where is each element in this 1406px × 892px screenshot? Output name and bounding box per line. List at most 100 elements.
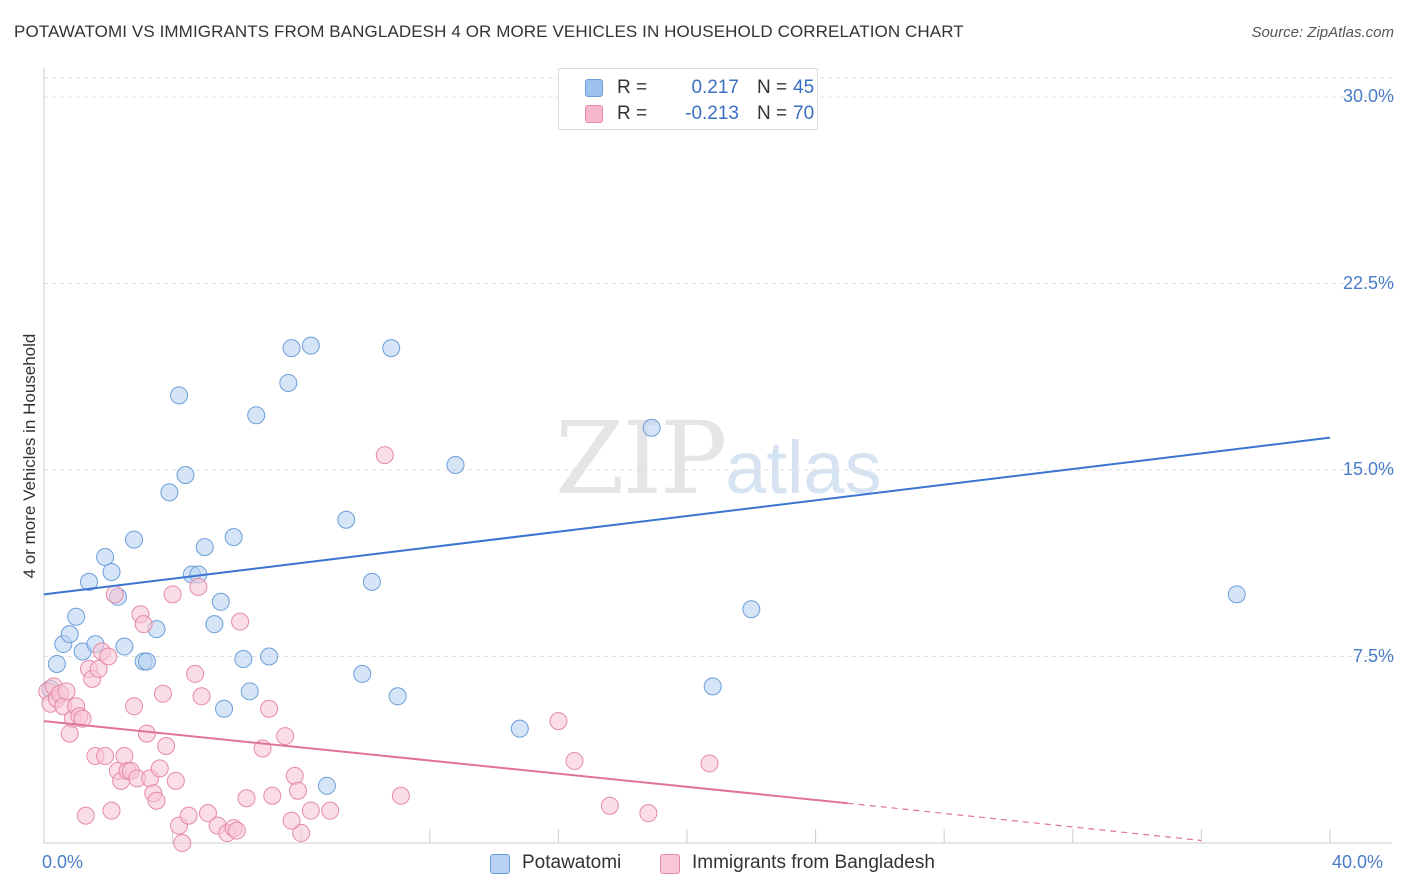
bangladesh-point [391, 786, 410, 805]
y-tick-label: 30.0% [1342, 86, 1394, 106]
potawatomi-point [510, 719, 529, 738]
potawatomi-point [353, 664, 372, 683]
bottom-legend-swatch-bangladesh [660, 854, 680, 874]
bangladesh-point [285, 766, 304, 785]
potawatomi-point [317, 776, 336, 795]
potawatomi-point [137, 652, 156, 671]
bangladesh-point [102, 801, 121, 820]
bottom-legend-label: Potawatomi [522, 852, 622, 873]
potawatomi-point [195, 538, 214, 557]
source-credit: Source: ZipAtlas.com [1251, 24, 1394, 41]
potawatomi-point [446, 456, 465, 475]
bangladesh-point [192, 687, 211, 706]
potawatomi-point [211, 592, 230, 611]
bangladesh-point [99, 647, 118, 666]
bangladesh-point [57, 682, 76, 701]
bangladesh-point [147, 791, 166, 810]
watermark-zip: ZIP [555, 400, 727, 517]
legend-n-label: N = [757, 77, 788, 98]
bangladesh-point [600, 796, 619, 815]
correlation-legend: R = 0.217 N = 45 R = -0.213 N = 70 [558, 68, 818, 130]
potawatomi-point [642, 418, 661, 437]
potawatomi-point [362, 572, 381, 591]
bangladesh-point [186, 664, 205, 683]
legend-swatch-bangladesh [585, 105, 603, 123]
potawatomi-point [260, 647, 279, 666]
potawatomi-point [80, 572, 99, 591]
bangladesh-point [125, 697, 144, 716]
potawatomi-point [1227, 585, 1246, 604]
y-tick-label: 15.0% [1342, 459, 1394, 479]
potawatomi-point [205, 615, 224, 634]
bangladesh-point [549, 712, 568, 731]
bangladesh-point [263, 786, 282, 805]
data-points [38, 336, 1246, 852]
bottom-legend-swatch-potawatomi [490, 854, 510, 874]
bangladesh-trend-line [43, 720, 848, 805]
bangladesh-point [227, 821, 246, 840]
potawatomi-point [47, 654, 66, 673]
bangladesh-point [565, 751, 584, 770]
potawatomi-point [170, 386, 189, 405]
bangladesh-point [292, 824, 311, 843]
potawatomi-point [224, 528, 243, 547]
bangladesh-point [173, 834, 192, 852]
y-tick-label: 7.5% [1352, 645, 1394, 666]
potawatomi-point [96, 548, 115, 567]
potawatomi-point [115, 637, 134, 656]
potawatomi-point [247, 406, 266, 425]
bangladesh-point [134, 615, 153, 634]
bangladesh-point [163, 585, 182, 604]
watermark: ZIPatlas [555, 400, 882, 517]
bangladesh-point [150, 759, 169, 778]
potawatomi-point [388, 687, 407, 706]
legend-r-value: 0.217 [691, 77, 739, 98]
bangladesh-point [282, 811, 301, 830]
legend-r-value: -0.213 [685, 103, 739, 124]
bangladesh-point [89, 659, 108, 678]
bangladesh-point [260, 699, 279, 718]
bangladesh-point [153, 684, 172, 703]
potawatomi-point [240, 682, 259, 701]
y-tick-label: 22.5% [1342, 272, 1394, 293]
potawatomi-point [234, 649, 253, 668]
legend-r-label: R = [617, 77, 648, 98]
potawatomi-point [382, 339, 401, 358]
bangladesh-point [137, 724, 156, 743]
legend-n-value: 45 [793, 77, 815, 98]
bangladesh-point [105, 585, 124, 604]
bangladesh-point [189, 577, 208, 596]
potawatomi-point [279, 373, 298, 392]
bangladesh-point [301, 801, 320, 820]
potawatomi-point [282, 339, 301, 358]
potawatomi-point [60, 625, 79, 644]
bangladesh-point [321, 801, 340, 820]
bangladesh-point [157, 737, 176, 756]
bangladesh-point [231, 612, 250, 631]
legend-n-label: N = [757, 103, 788, 124]
potawatomi-point [102, 562, 121, 581]
legend-n-value: 70 [793, 103, 815, 124]
bangladesh-point [179, 806, 198, 825]
potawatomi-point [67, 607, 86, 626]
x-tick-label-min: 0.0% [42, 852, 84, 872]
potawatomi-point [742, 600, 761, 619]
bangladesh-point [73, 709, 92, 728]
potawatomi-point [176, 465, 195, 484]
bangladesh-point [700, 754, 719, 773]
bangladesh-point [60, 724, 79, 743]
bangladesh-point [288, 781, 307, 800]
potawatomi-point [337, 510, 356, 529]
legend-r-label: R = [617, 103, 648, 124]
bangladesh-point [198, 804, 217, 823]
bangladesh-point [76, 806, 95, 825]
bangladesh-point [276, 727, 295, 746]
x-tick-label-max: 40.0% [1332, 852, 1384, 872]
potawatomi-point [125, 530, 144, 549]
potawatomi-point [703, 677, 722, 696]
bangladesh-point [639, 804, 658, 823]
potawatomi-point [301, 336, 320, 355]
potawatomi-trend-line [43, 436, 1331, 596]
potawatomi-point [160, 483, 179, 502]
